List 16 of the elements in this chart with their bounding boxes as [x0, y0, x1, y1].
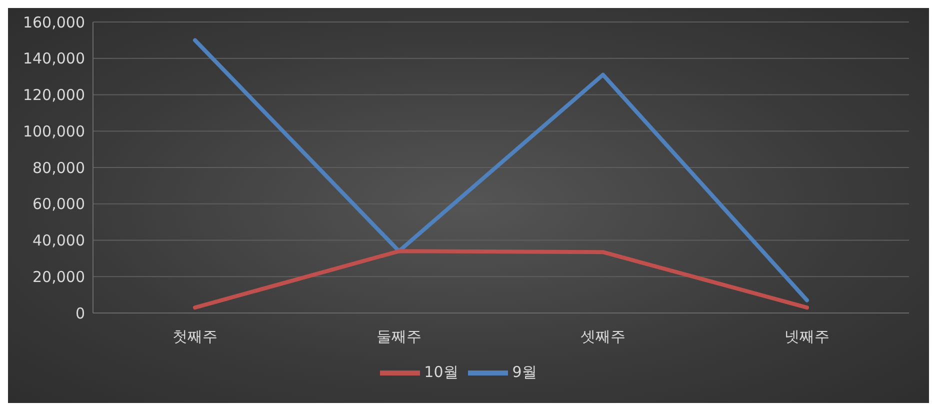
y-tick-label: 140,000	[22, 50, 85, 68]
x-tick-label: 셋째주	[580, 328, 626, 346]
y-tick-label: 40,000	[32, 232, 85, 250]
y-tick-label: 20,000	[32, 268, 85, 286]
legend-label: 9월	[512, 362, 537, 381]
y-tick-label: 160,000	[22, 13, 85, 32]
line-series	[193, 38, 809, 302]
x-tick-label: 넷째주	[784, 328, 830, 346]
y-tick-label: 120,000	[22, 86, 85, 104]
y-tick-label: 60,000	[32, 195, 85, 214]
legend-label: 10월	[424, 362, 458, 381]
x-tick-label: 둘째주	[376, 328, 422, 346]
x-tick-label: 첫째주	[172, 328, 218, 346]
y-tick-label: 100,000	[22, 122, 85, 140]
y-tick-label: 80,000	[32, 158, 85, 177]
y-tick-label: 0	[75, 304, 85, 322]
